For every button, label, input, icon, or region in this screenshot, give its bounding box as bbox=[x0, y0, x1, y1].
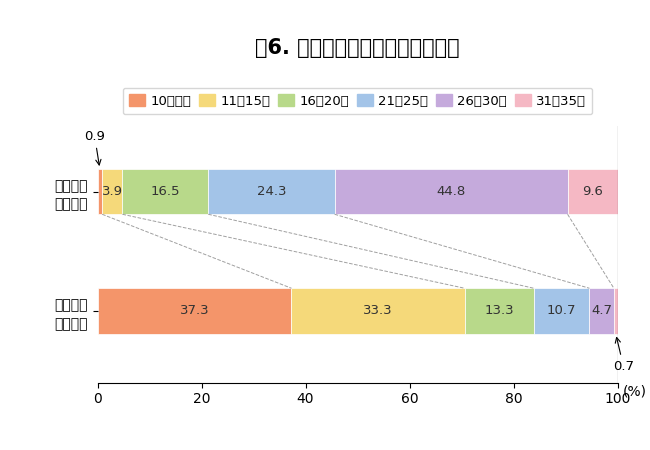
Text: 0.7: 0.7 bbox=[613, 338, 634, 373]
Bar bbox=[614, 288, 618, 333]
Text: 24.3: 24.3 bbox=[257, 185, 286, 198]
Bar bbox=[98, 169, 102, 214]
Text: 13.3: 13.3 bbox=[484, 304, 514, 317]
Text: 9.6: 9.6 bbox=[582, 185, 603, 198]
Bar bbox=[102, 169, 122, 214]
Text: 4.7: 4.7 bbox=[591, 304, 612, 317]
Bar bbox=[567, 169, 618, 214]
Text: 37.3: 37.3 bbox=[179, 304, 209, 317]
Text: 3.9: 3.9 bbox=[102, 185, 123, 198]
Text: 0.9: 0.9 bbox=[84, 130, 105, 165]
Bar bbox=[335, 169, 567, 214]
Bar bbox=[208, 169, 335, 214]
Bar bbox=[98, 288, 291, 333]
Bar bbox=[590, 288, 614, 333]
Text: (%): (%) bbox=[623, 385, 647, 399]
Bar bbox=[291, 288, 465, 333]
Bar bbox=[465, 288, 534, 333]
Text: 10.7: 10.7 bbox=[547, 304, 577, 317]
Text: 44.8: 44.8 bbox=[437, 185, 465, 198]
Title: 図6. 住宅ローンの返済期間の実際: 図6. 住宅ローンの返済期間の実際 bbox=[255, 38, 460, 58]
Text: 33.3: 33.3 bbox=[363, 304, 393, 317]
Bar bbox=[534, 288, 590, 333]
Bar bbox=[122, 169, 208, 214]
Text: 16.5: 16.5 bbox=[151, 185, 180, 198]
Legend: 10年以下, 11〜15年, 16〜20年, 21〜25年, 26〜30年, 31〜35年: 10年以下, 11〜15年, 16〜20年, 21〜25年, 26〜30年, 3… bbox=[123, 88, 592, 114]
